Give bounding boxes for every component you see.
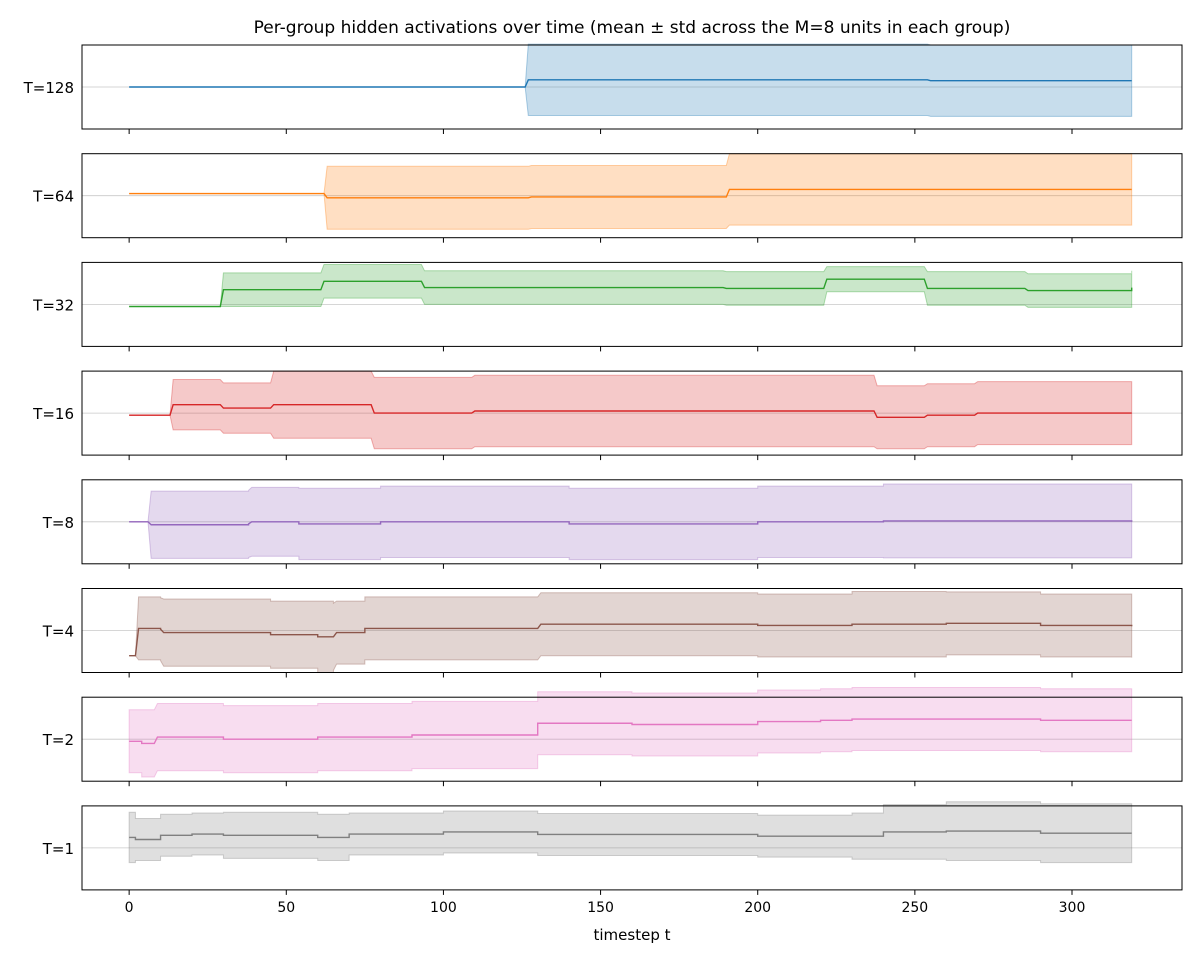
- mean-line-t-1: [129, 830, 1132, 841]
- mean-line-t-128: [129, 79, 1132, 88]
- panel-t-4: T=4: [42, 588, 1183, 678]
- std-band-t-64: [129, 153, 1133, 230]
- mean-line-t-64: [129, 188, 1132, 199]
- std-band-t-16: [129, 370, 1133, 450]
- panel-frame: [81, 370, 1183, 456]
- group-label-t-16: T=16: [32, 405, 74, 423]
- panel-t-8: T=8: [42, 479, 1183, 569]
- x-tick-label: 100: [430, 900, 457, 916]
- chart-title: Per-group hidden activations over time (…: [254, 18, 1011, 38]
- group-label-t-2: T=2: [42, 731, 74, 749]
- group-label-t-32: T=32: [32, 296, 74, 314]
- group-label-t-4: T=4: [42, 623, 74, 641]
- panel-t-2: T=2: [42, 687, 1183, 787]
- panel-frame: [81, 805, 1183, 891]
- panel-frame: [81, 261, 1183, 347]
- panel-frame: [81, 696, 1183, 782]
- std-band-t-1: [128, 801, 1133, 864]
- panel-frame: [81, 153, 1183, 239]
- mean-line-t-32: [129, 278, 1133, 308]
- mean-line-t-4: [129, 622, 1133, 657]
- mean-line-t-8: [129, 520, 1133, 526]
- panel-frame: [81, 479, 1183, 565]
- x-axis-label: timestep t: [594, 926, 671, 944]
- x-axis: 0 50 100 150 200 250 300: [125, 900, 1086, 916]
- std-band-t-32: [129, 264, 1133, 308]
- panel-t-64: T=64: [32, 153, 1183, 243]
- panels: T=128 T=64 T=32 T=16 T=8 T=4 T=2 T=1: [23, 43, 1183, 895]
- panel-t-1: T=1: [42, 801, 1183, 895]
- x-tick-label: 250: [901, 900, 928, 916]
- x-tick-label: 50: [277, 900, 295, 916]
- panel-frame: [81, 588, 1183, 673]
- panel-t-128: T=128: [23, 43, 1183, 134]
- panel-frame: [81, 44, 1183, 130]
- x-tick-label: 150: [587, 900, 614, 916]
- panel-t-16: T=16: [32, 370, 1183, 461]
- std-band-t-2: [128, 687, 1133, 778]
- group-label-t-8: T=8: [42, 514, 74, 532]
- group-label-t-128: T=128: [23, 79, 74, 97]
- mean-line-t-2: [129, 718, 1132, 745]
- x-tick-label: 200: [744, 900, 771, 916]
- group-label-t-64: T=64: [32, 188, 74, 206]
- group-label-t-1: T=1: [42, 840, 74, 858]
- mean-line-t-16: [129, 404, 1132, 418]
- x-tick-label: 0: [125, 900, 134, 916]
- x-tick-label: 300: [1059, 900, 1086, 916]
- panel-t-32: T=32: [32, 261, 1183, 352]
- std-band-t-4: [129, 590, 1133, 673]
